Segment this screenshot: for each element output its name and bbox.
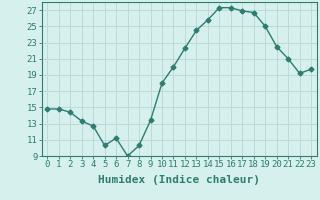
X-axis label: Humidex (Indice chaleur): Humidex (Indice chaleur) <box>98 175 260 185</box>
